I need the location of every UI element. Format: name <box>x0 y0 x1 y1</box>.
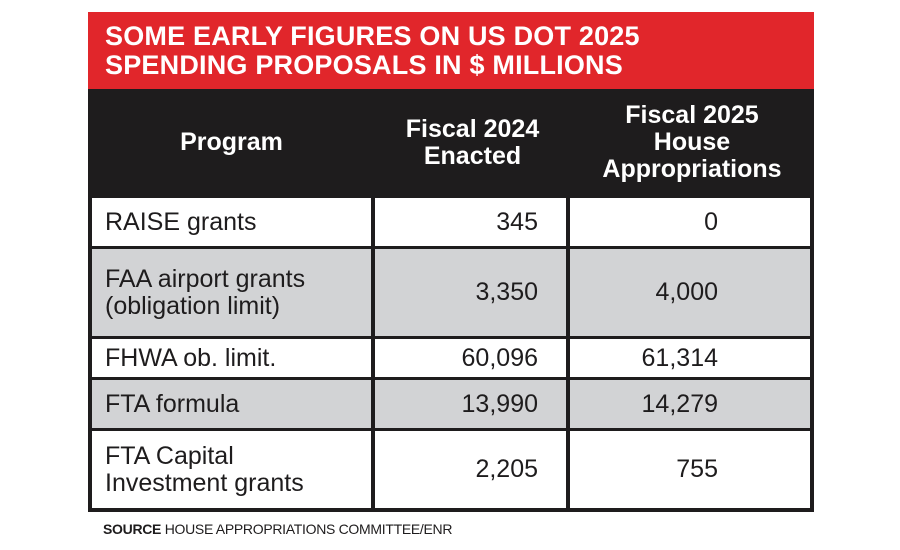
table-row: RAISE grants 345 0 <box>88 198 814 246</box>
header-fy2024: Fiscal 2024 Enacted <box>375 89 570 196</box>
cell-fy2025: 14,279 <box>570 380 810 428</box>
cell-fy2024: 345 <box>375 198 566 246</box>
cell-program: FTA Capital Investment grants <box>92 431 371 508</box>
cell-fy2025: 0 <box>570 198 810 246</box>
cell-fy2024: 60,096 <box>375 339 566 377</box>
program-line: RAISE grants <box>105 207 257 236</box>
header-fy2025-line-3: Appropriations <box>602 155 782 183</box>
cell-fy2025: 61,314 <box>570 339 810 377</box>
cell-fy2024: 13,990 <box>375 380 566 428</box>
source-note: SOURCE HOUSE APPROPRIATIONS COMMITTEE/EN… <box>103 521 452 537</box>
program-line: (obligation limit) <box>105 291 281 320</box>
table-row: FAA airport grants (obligation limit) 3,… <box>88 249 814 336</box>
table-header: Program Fiscal 2024 Enacted Fiscal 2025 … <box>88 89 814 196</box>
cell-program: RAISE grants <box>92 198 371 246</box>
header-program-label: Program <box>180 128 283 156</box>
table-row: FHWA ob. limit. 60,096 61,314 <box>88 339 814 377</box>
program-line: FHWA ob. limit. <box>105 343 277 372</box>
cell-fy2025: 4,000 <box>570 249 810 336</box>
title-line-2: SPENDING PROPOSALS IN $ MILLIONS <box>105 50 623 80</box>
cell-fy2025: 755 <box>570 431 810 508</box>
table-frame: SOME EARLY FIGURES ON US DOT 2025 SPENDI… <box>88 12 814 512</box>
source-label: SOURCE <box>103 521 162 537</box>
cell-program: FAA airport grants (obligation limit) <box>92 249 371 336</box>
header-fy2025-line-1: Fiscal 2025 <box>625 101 759 129</box>
program-line: FAA airport grants <box>105 264 306 293</box>
table-row: FTA Capital Investment grants 2,205 755 <box>88 431 814 508</box>
cell-fy2024: 3,350 <box>375 249 566 336</box>
header-fy2024-line-2: Enacted <box>423 141 522 170</box>
program-line: FTA formula <box>105 389 240 418</box>
table-title: SOME EARLY FIGURES ON US DOT 2025 SPENDI… <box>88 12 814 89</box>
cell-program: FTA formula <box>92 380 371 428</box>
header-fy2025-line-2: House <box>653 128 731 156</box>
title-line-1: SOME EARLY FIGURES ON US DOT 2025 <box>105 21 640 51</box>
header-fy2024-line-1: Fiscal 2024 <box>405 114 540 143</box>
header-program: Program <box>88 89 375 196</box>
cell-fy2024: 2,205 <box>375 431 566 508</box>
program-line: FTA Capital <box>105 441 234 470</box>
table-row: FTA formula 13,990 14,279 <box>88 380 814 428</box>
header-fy2025: Fiscal 2025 House Appropriations <box>570 89 814 196</box>
source-text: HOUSE APPROPRIATIONS COMMITTEE/ENR <box>164 521 453 537</box>
program-line: Investment grants <box>105 468 304 497</box>
cell-program: FHWA ob. limit. <box>92 339 371 377</box>
